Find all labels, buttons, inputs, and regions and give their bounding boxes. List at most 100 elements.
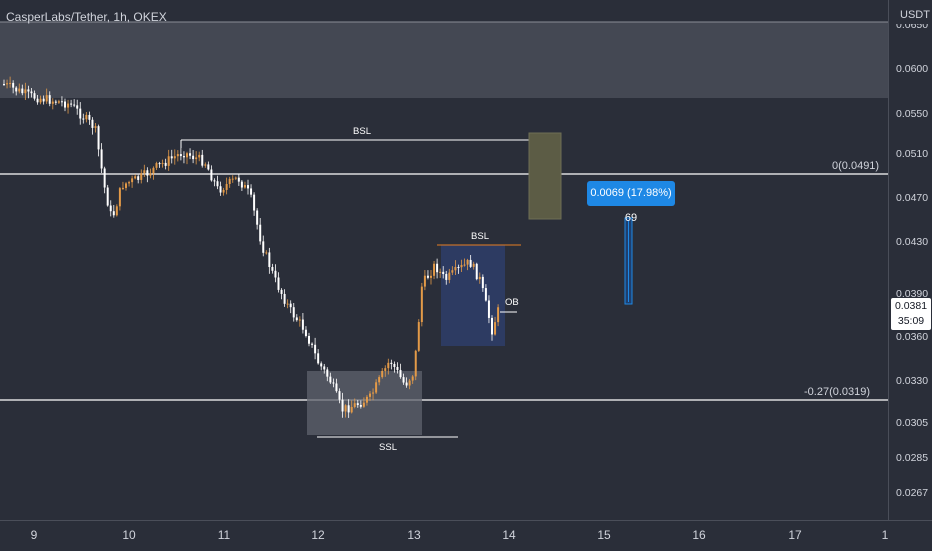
candle-body [179, 154, 182, 157]
candle-body [204, 164, 207, 166]
ob-label: OB [505, 297, 519, 308]
price-axis-label: 0.0390 [896, 288, 929, 300]
candle-body [115, 206, 118, 216]
candle-body [121, 187, 124, 189]
candle-body [45, 95, 48, 102]
bsl-right-label: BSL [471, 231, 489, 242]
chart-area[interactable]: BSL BSL SSL OB CasperLabs/Tether, 1h, OK… [0, 0, 888, 520]
candle-body [240, 181, 243, 188]
candle-body [213, 180, 216, 182]
candle-body [125, 183, 127, 188]
candle-body [195, 157, 198, 160]
candle-body [79, 108, 82, 119]
bsl-top-label: BSL [353, 126, 371, 137]
candle-body [15, 87, 18, 92]
price-axis-label: 0.0330 [896, 375, 929, 387]
candle-body [173, 156, 176, 159]
time-axis-label: 15 [597, 528, 611, 542]
candle-body [405, 382, 408, 386]
candle-body [408, 380, 411, 386]
price-axis[interactable]: USDT 0.0650 0.0600 0.0550 0.0510 0.0470 … [888, 0, 932, 520]
candle-body [472, 263, 475, 267]
ssl-label: SSL [379, 442, 397, 453]
candle-body [375, 382, 378, 393]
candle-body [262, 241, 265, 253]
candle-body [27, 89, 30, 92]
candle-body [420, 286, 423, 323]
candle-body [51, 101, 54, 104]
supply-zone [528, 132, 562, 220]
time-axis-label: 10 [122, 528, 136, 542]
candle-body [85, 114, 88, 120]
candle-body [454, 267, 457, 271]
candle-body [365, 396, 368, 403]
price-axis-unit: USDT [900, 9, 930, 21]
candle-body [265, 252, 268, 254]
candle-body [271, 267, 274, 271]
candle-body [399, 369, 402, 378]
candle-body [298, 319, 301, 321]
candle-body [128, 182, 131, 184]
candle-body [48, 95, 51, 104]
candle-body [118, 188, 121, 207]
candle-body [158, 163, 161, 165]
candle-body [378, 377, 381, 383]
candle-body [112, 211, 115, 216]
candle-body [439, 271, 442, 273]
candle-body [216, 181, 219, 187]
symbol-title[interactable]: CasperLabs/Tether, 1h, OKEX [6, 10, 167, 24]
candle-body [91, 119, 94, 128]
candle-body [387, 362, 390, 369]
time-axis[interactable]: 9 10 11 12 13 14 15 16 17 1 [0, 520, 932, 551]
candle-body [33, 93, 36, 99]
candle-body [210, 169, 213, 181]
candle-body [268, 252, 271, 268]
candle-body [304, 329, 307, 336]
candle-body [491, 317, 493, 335]
candle-body [12, 82, 15, 88]
candle-body [146, 170, 149, 176]
candle-body [94, 126, 97, 128]
candle-body [353, 403, 356, 407]
time-axis-label: 14 [502, 528, 516, 542]
candle-body [237, 177, 240, 182]
candle-body [323, 366, 326, 370]
candle-body [67, 103, 70, 108]
candle-body [6, 83, 9, 85]
candle-body [228, 178, 231, 184]
candle-body [70, 103, 73, 105]
candle-body [463, 264, 466, 266]
candle-body [97, 126, 100, 150]
candle-body [497, 307, 500, 323]
candle-body [396, 366, 399, 370]
candle-body [487, 300, 490, 318]
candle-body [414, 350, 417, 377]
chart-canvas[interactable]: BSL BSL SSL OB [0, 0, 888, 520]
candle-body [100, 149, 103, 169]
candle-body [82, 118, 85, 120]
price-axis-label: 0.0550 [896, 108, 929, 120]
current-price-tag: 0.0381 35:09 [891, 298, 931, 330]
candle-body [478, 276, 481, 280]
candle-body [143, 170, 146, 174]
candle-body [167, 156, 170, 166]
candle-body [134, 176, 137, 179]
price-axis-label: 0.0267 [896, 487, 929, 499]
candle-body [42, 98, 45, 102]
price-axis-label: 0.0650 [896, 24, 929, 31]
candle-body [176, 154, 179, 157]
candle-body [164, 162, 167, 166]
candle-body [475, 263, 478, 280]
candle-body [411, 376, 414, 381]
candle-body [286, 303, 289, 305]
candle-body [274, 270, 277, 278]
candle-body [219, 186, 222, 193]
candle-body [350, 406, 353, 413]
price-axis-label: 0.0360 [896, 331, 929, 343]
candle-body [253, 194, 256, 211]
time-axis-label: 17 [788, 528, 802, 542]
candle-body [140, 173, 143, 180]
candle-body [106, 187, 109, 206]
candle-body [207, 164, 210, 170]
price-axis-label: 0.0510 [896, 148, 929, 160]
